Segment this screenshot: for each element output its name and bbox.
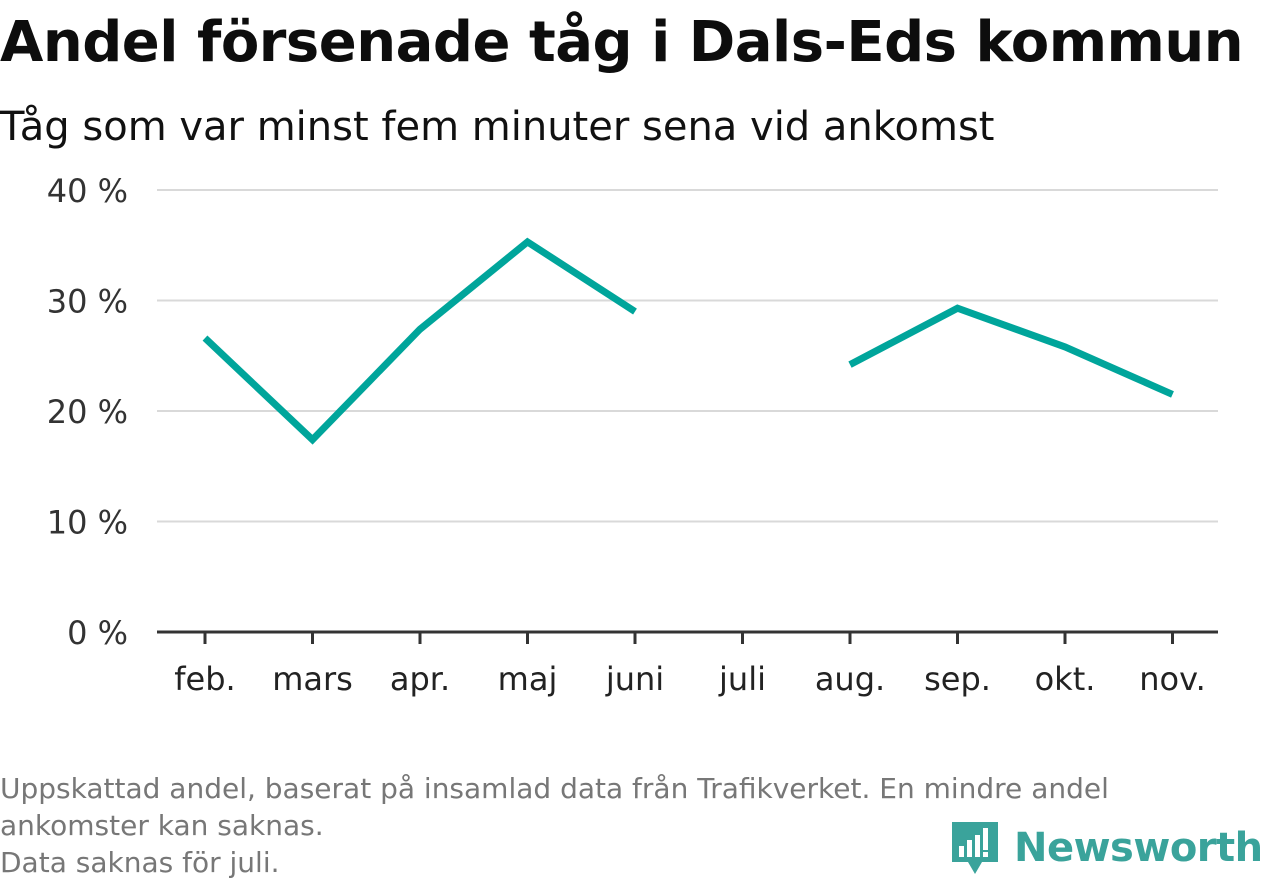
y-tick-label: 20 %: [47, 393, 128, 431]
y-tick-label: 40 %: [47, 172, 128, 210]
y-tick-label: 10 %: [47, 504, 128, 542]
footnote-line-1: Uppskattad andel, baserat på insamlad da…: [0, 770, 1262, 807]
brand-name: Newsworthy: [1014, 825, 1262, 871]
x-tick-label: feb.: [174, 660, 235, 698]
newsworthy-logo-icon: [950, 818, 1000, 878]
x-tick-label: sep.: [924, 660, 991, 698]
x-tick-label: juni: [605, 660, 664, 698]
y-tick-label: 30 %: [47, 283, 128, 321]
brand-logo: Newsworthy: [950, 818, 1262, 878]
series-line: [850, 308, 1173, 394]
x-tick-label: juli: [718, 660, 766, 698]
x-tick-label: mars: [272, 660, 353, 698]
y-tick-label: 0 %: [67, 614, 128, 652]
x-tick-label: okt.: [1035, 660, 1096, 698]
x-tick-label: maj: [498, 660, 558, 698]
x-tick-label: apr.: [390, 660, 450, 698]
x-tick-label: nov.: [1139, 660, 1205, 698]
x-tick-label: aug.: [815, 660, 885, 698]
